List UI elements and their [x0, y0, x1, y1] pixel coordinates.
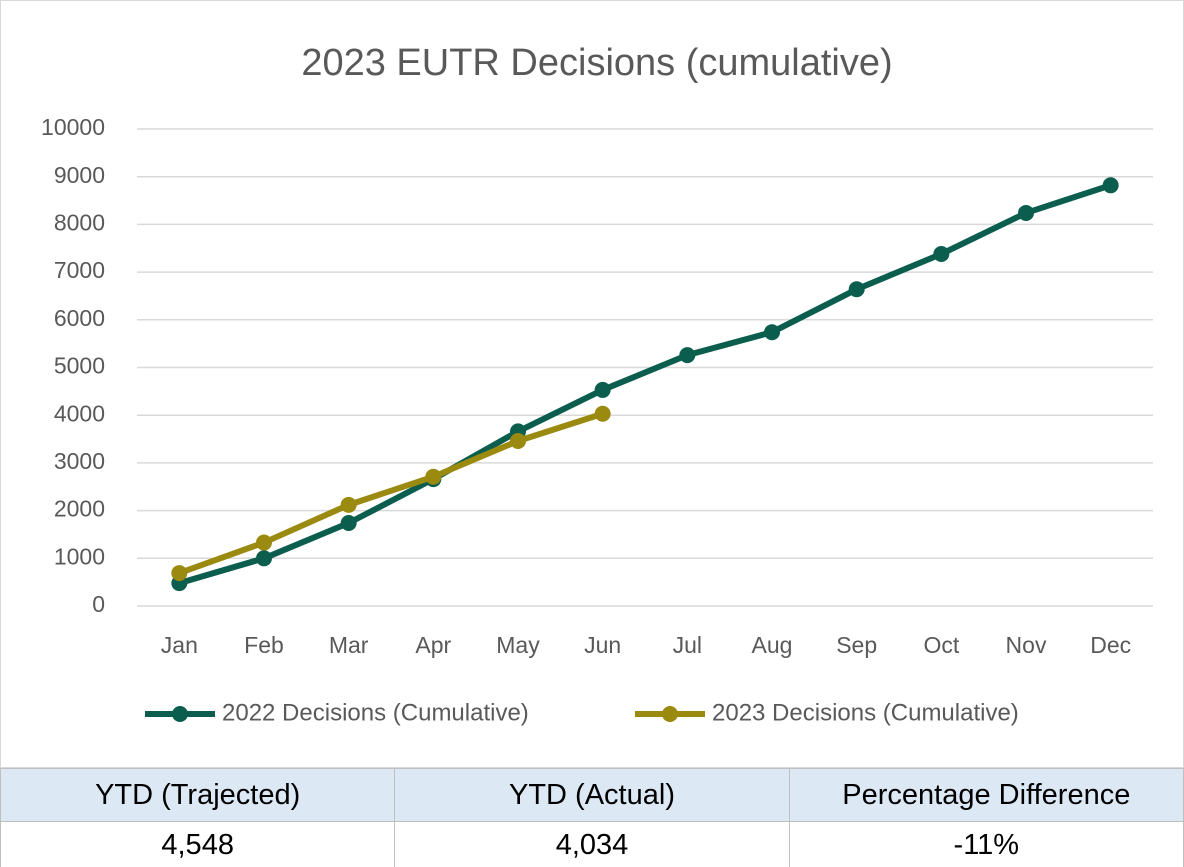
- header-cell: Percentage Difference: [788, 768, 1184, 822]
- y-tick-label: 9000: [54, 162, 105, 188]
- x-tick-label: Aug: [752, 632, 793, 658]
- data-point: [510, 432, 526, 449]
- table-row: 4,548 4,034 -11%: [0, 821, 1184, 867]
- x-tick-label: May: [496, 632, 540, 658]
- table-header: YTD (Trajected) YTD (Actual) Percentage …: [0, 768, 1184, 822]
- data-point: [256, 534, 272, 551]
- data-point: [679, 347, 696, 364]
- x-tick-label: Feb: [244, 632, 284, 658]
- summary-table: YTD (Trajected) YTD (Actual) Percentage …: [0, 768, 1184, 867]
- x-tick-label: Jan: [161, 632, 198, 658]
- data-point: [594, 405, 611, 422]
- x-tick-label: Dec: [1090, 632, 1131, 658]
- data-point: [340, 496, 357, 513]
- data-point: [171, 565, 188, 582]
- x-tick-label: Jul: [673, 632, 702, 658]
- y-tick-label: 1000: [54, 543, 105, 569]
- chart-title: 2023 EUTR Decisions (cumulative): [301, 42, 892, 84]
- header-cell: YTD (Actual): [394, 768, 790, 822]
- y-tick-label: 10000: [41, 114, 105, 140]
- data-point: [933, 245, 950, 262]
- data-point: [764, 324, 780, 341]
- series-line: [178, 182, 1112, 586]
- x-tick-label: Mar: [329, 632, 369, 658]
- y-tick-label: 0: [92, 591, 105, 617]
- y-tick-label: 3000: [54, 448, 105, 474]
- cell: -11%: [788, 821, 1184, 867]
- y-tick-label: 7000: [54, 257, 105, 283]
- data-point: [1102, 177, 1119, 194]
- y-tick-label: 2000: [54, 496, 105, 522]
- cell: 4,548: [0, 821, 396, 867]
- legend-marker: [662, 706, 678, 722]
- chart: 2023 EUTR Decisions (cumulative) 0 1000 20…: [0, 0, 1184, 768]
- series-line: [178, 410, 604, 576]
- data-point: [256, 550, 272, 567]
- legend-label: 2022 Decisions (Cumulative): [222, 699, 529, 726]
- data-point: [594, 381, 611, 398]
- x-tick-label: Oct: [923, 632, 959, 658]
- y-tick-label: 8000: [54, 209, 105, 235]
- legend-marker: [172, 706, 188, 722]
- data-point: [340, 515, 357, 532]
- x-tick-label: Sep: [836, 632, 877, 658]
- legend-label: 2023 Decisions (Cumulative): [712, 699, 1019, 726]
- cell: 4,034: [394, 821, 790, 867]
- data-point: [425, 468, 442, 485]
- data-point: [1018, 204, 1034, 221]
- header-cell: YTD (Trajected): [0, 768, 396, 822]
- y-tick-label: 6000: [54, 305, 105, 331]
- x-tick-label: Apr: [415, 632, 451, 658]
- x-tick-label: Jun: [584, 632, 621, 658]
- y-tick-label: 5000: [54, 353, 105, 379]
- y-tick-label: 4000: [54, 400, 105, 426]
- data-point: [848, 281, 865, 298]
- x-tick-label: Nov: [1006, 632, 1047, 658]
